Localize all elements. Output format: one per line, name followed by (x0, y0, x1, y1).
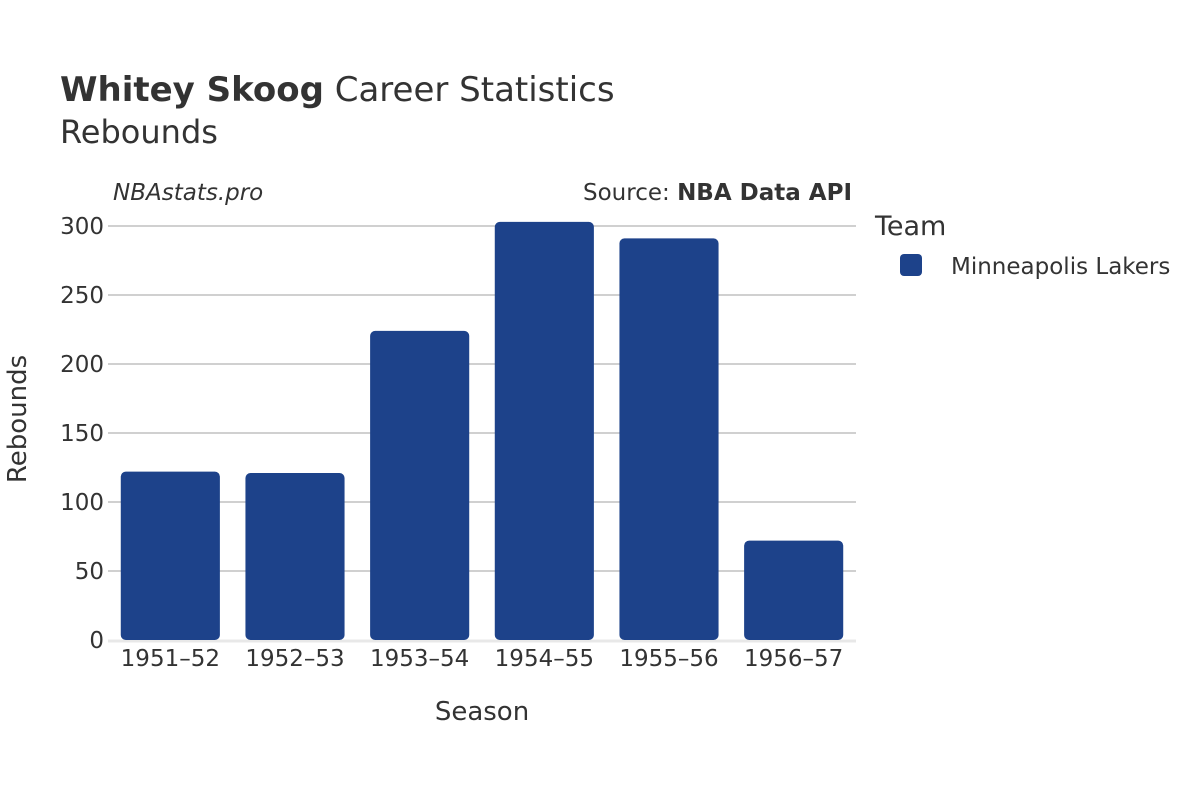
y-tick-label: 250 (60, 283, 104, 309)
bar-1954–55 (494, 221, 594, 641)
bar-1953–54 (370, 330, 470, 640)
x-tick-label: 1954–55 (495, 646, 594, 672)
bar-1952–53 (245, 473, 345, 640)
chart-title-player: Whitey Skoog (60, 70, 324, 110)
bar-1956–57 (744, 540, 844, 640)
source-credit: Source: NBA Data API (583, 180, 852, 206)
legend: Team Minneapolis Lakers (874, 211, 1170, 280)
gridlines (108, 225, 856, 643)
chart-title: Whitey Skoog Career Statistics (60, 70, 615, 110)
y-axis-ticks: 0 50 100 150 200 250 300 (60, 214, 104, 654)
x-tick-label: 1955–56 (619, 646, 718, 672)
y-tick-label: 0 (89, 628, 104, 654)
x-tick-label: 1952–53 (245, 646, 344, 672)
x-axis-ticks: 1951–52 1952–53 1953–54 1954–55 1955–56 1956–… (121, 646, 844, 672)
chart-title-rest: Career Statistics (324, 70, 615, 110)
legend-title: Team (874, 211, 946, 242)
bar-1951–52 (120, 471, 220, 640)
legend-item-label: Minneapolis Lakers (951, 254, 1170, 280)
y-tick-label: 200 (60, 352, 104, 378)
chart-subtitle: Rebounds (60, 113, 218, 151)
source-prefix: Source: (583, 180, 677, 206)
watermark: NBAstats.pro (113, 180, 263, 206)
source-name: NBA Data API (677, 180, 852, 206)
y-tick-label: 150 (60, 421, 104, 447)
bar-1955–56 (619, 238, 719, 641)
y-tick-label: 100 (60, 490, 104, 516)
x-tick-label: 1951–52 (121, 646, 220, 672)
legend-swatch (900, 254, 922, 276)
y-axis-title: Rebounds (3, 355, 33, 483)
y-tick-label: 300 (60, 214, 104, 240)
x-tick-label: 1953–54 (370, 646, 469, 672)
x-tick-label: 1956–57 (744, 646, 843, 672)
y-tick-label: 50 (75, 559, 104, 585)
x-axis-title: Season (435, 697, 529, 727)
bars (120, 221, 844, 641)
